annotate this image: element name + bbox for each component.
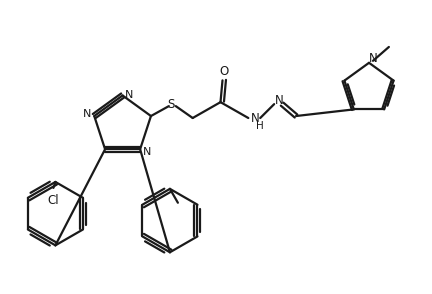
Text: N: N xyxy=(275,94,283,107)
Text: Cl: Cl xyxy=(48,194,59,207)
Text: N: N xyxy=(251,111,260,124)
Text: N: N xyxy=(143,147,151,157)
Text: H: H xyxy=(256,121,264,131)
Text: N: N xyxy=(368,52,378,65)
Text: S: S xyxy=(167,98,175,111)
Text: N: N xyxy=(125,89,134,99)
Text: O: O xyxy=(220,65,229,78)
Text: N: N xyxy=(83,109,92,119)
